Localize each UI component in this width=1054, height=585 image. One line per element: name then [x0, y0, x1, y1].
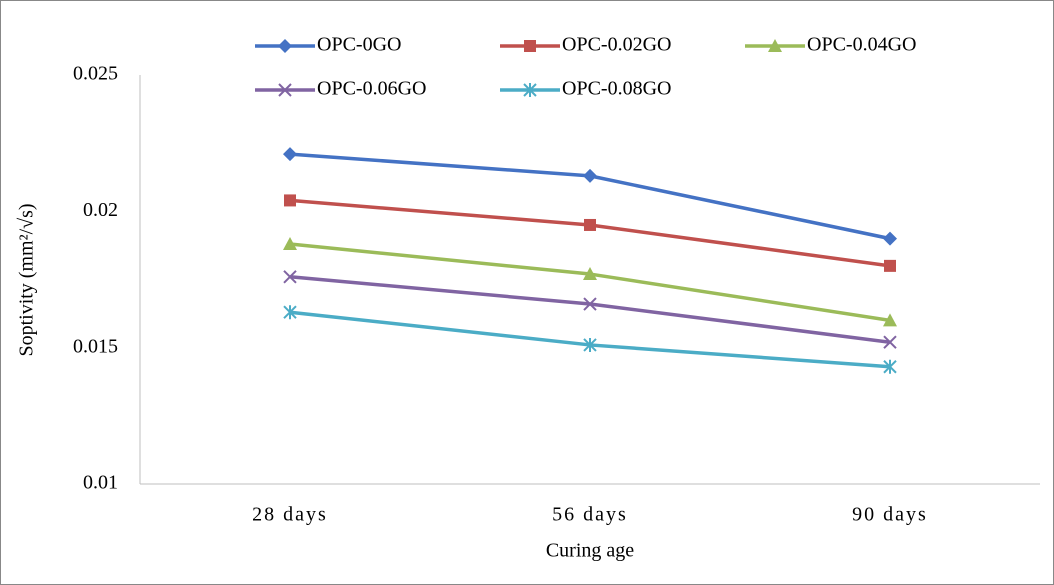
y-tick-label: 0.02 — [83, 199, 118, 221]
data-point — [884, 259, 896, 272]
legend-label: OPC-0GO — [317, 34, 401, 56]
x-tick-label: 90 days — [852, 504, 928, 526]
y-axis-label: Soptivity (mm²/√s) — [16, 203, 38, 356]
data-point — [583, 267, 597, 281]
legend-label: OPC-0.04GO — [807, 34, 916, 56]
data-point — [583, 297, 597, 311]
legend-marker — [524, 40, 536, 52]
legend-label: OPC-0.02GO — [562, 34, 671, 56]
data-point — [883, 335, 897, 349]
legend-label: OPC-0.08GO — [562, 78, 671, 100]
legend-label: OPC-0.06GO — [317, 78, 426, 100]
legend-marker — [278, 39, 292, 53]
y-tick-label: 0.015 — [73, 335, 118, 357]
x-tick-label: 56 days — [552, 504, 628, 526]
data-point — [283, 237, 297, 251]
data-point — [583, 337, 597, 352]
data-point — [284, 194, 296, 207]
data-point — [583, 168, 597, 183]
y-tick-label: 0.01 — [83, 472, 118, 494]
data-point — [283, 305, 297, 320]
data-point — [883, 313, 897, 327]
data-point — [283, 147, 297, 162]
y-tick-label: 0.025 — [73, 63, 118, 85]
data-point — [283, 270, 297, 284]
x-tick-label: 28 days — [252, 504, 328, 526]
legend-marker — [523, 83, 537, 97]
legend-marker — [278, 83, 292, 97]
data-point — [584, 218, 596, 231]
data-point — [883, 359, 897, 374]
legend-marker — [768, 39, 782, 52]
data-point — [883, 231, 897, 246]
x-axis-label: Curing age — [546, 540, 634, 562]
